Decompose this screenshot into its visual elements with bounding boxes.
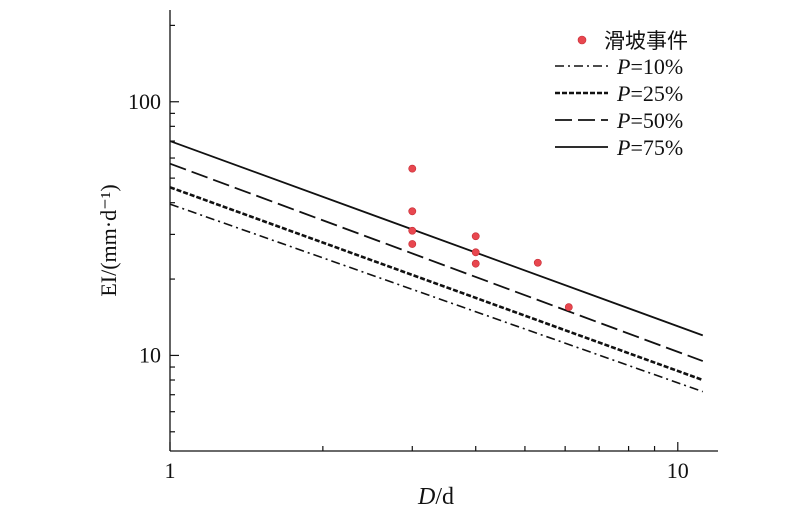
legend-label-4: P=75%: [616, 135, 683, 160]
y-tick-label: 10: [139, 342, 161, 367]
landslide-point: [471, 232, 480, 241]
landslide-point: [471, 248, 480, 257]
landslide-point: [408, 240, 417, 248]
legend-label-landslide: 滑坡事件: [604, 29, 688, 53]
legend-label-1: P=10%: [616, 54, 683, 79]
landslide-point: [408, 226, 417, 235]
landslide-point: [408, 164, 417, 173]
x-tick-label: 1: [165, 458, 176, 483]
legend-marker-landslide: [577, 35, 587, 45]
series-line-2: [169, 186, 704, 382]
series-line-3: [169, 162, 704, 362]
y-axis-label: EI/(mm·d⁻¹): [96, 184, 121, 296]
series-line-4: [169, 140, 704, 337]
landslide-point: [564, 303, 573, 312]
x-axis-label: D/d: [417, 484, 454, 510]
landslide-point: [408, 207, 417, 216]
legend-label-3: P=50%: [616, 108, 683, 133]
series-line-1: [169, 203, 704, 393]
x-tick-label: 10: [667, 458, 689, 483]
y-tick-label: 100: [128, 89, 161, 114]
axes: 1 10 10 100 D/d EI/(mm·d⁻¹): [96, 10, 718, 510]
landslide-point: [471, 259, 480, 268]
plot-area: [169, 140, 704, 393]
legend-label-2: P=25%: [616, 81, 683, 106]
landslide-point: [533, 258, 542, 267]
